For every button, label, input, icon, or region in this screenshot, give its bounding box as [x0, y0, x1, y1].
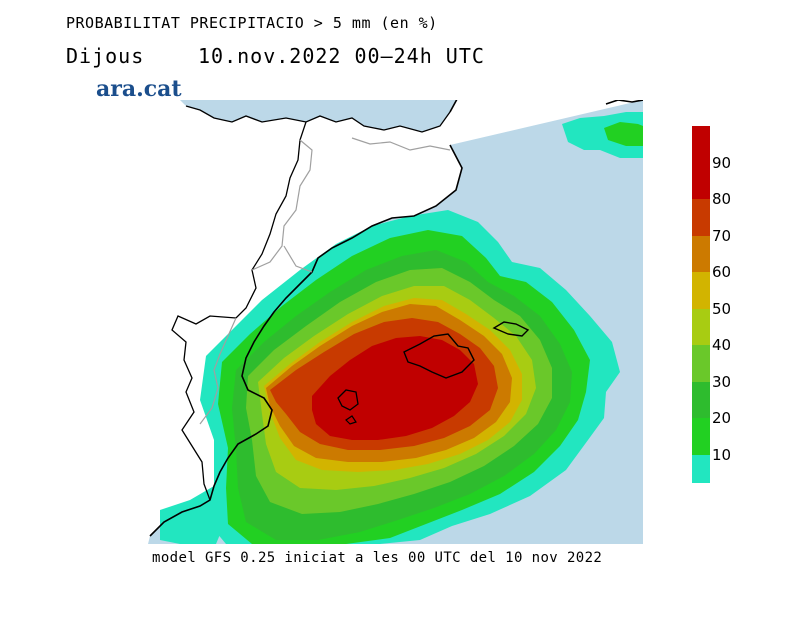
- legend-color-20: [692, 418, 710, 455]
- legend-label-40: 40: [712, 336, 732, 354]
- legend-color-80: [692, 199, 710, 236]
- legend-color-60: [692, 272, 710, 309]
- mallorca-outline: [403, 333, 475, 379]
- coastline: [149, 144, 463, 537]
- legend-label-70: 70: [712, 226, 732, 245]
- legend-color-50: [692, 308, 710, 345]
- legend-label-60: 60: [712, 263, 732, 281]
- legend-color-30: [692, 381, 710, 418]
- prob-contour-90: [312, 336, 478, 440]
- ara-cat-logo: ara.cat: [96, 76, 182, 102]
- legend-label-20: 20: [712, 409, 732, 427]
- legend-label-50: 50: [712, 299, 732, 318]
- country-border: [171, 105, 451, 501]
- forecast-date-range: 10.nov.2022 00–24h UTC: [198, 44, 485, 68]
- region-borders: [199, 137, 451, 425]
- legend-label-30: 30: [712, 372, 732, 391]
- probability-legend: 90 80 70 60 50 40 30 20 10: [692, 126, 752, 483]
- forecast-day: Dijous: [66, 44, 145, 68]
- prob-contour-20-northeast: [604, 122, 643, 146]
- map-title: PROBABILITAT PRECIPITACIO > 5 mm (en %): [66, 14, 438, 32]
- legend-color-40: [692, 345, 710, 382]
- land-area: [148, 100, 643, 544]
- menorca-outline: [492, 321, 530, 337]
- formentera-outline: [345, 415, 357, 425]
- legend-color-top: [692, 126, 710, 163]
- legend-label-80: 80: [712, 190, 732, 208]
- legend-color-90: [692, 162, 710, 199]
- model-info-footer: model GFS 0.25 iniciat a les 00 UTC del …: [152, 550, 603, 566]
- legend-color-10: [692, 454, 710, 483]
- ibiza-outline: [337, 389, 359, 411]
- legend-label-10: 10: [712, 445, 732, 464]
- legend-label-90: 90: [712, 153, 732, 172]
- legend-color-70: [692, 235, 710, 272]
- coastline-north: [449, 100, 643, 113]
